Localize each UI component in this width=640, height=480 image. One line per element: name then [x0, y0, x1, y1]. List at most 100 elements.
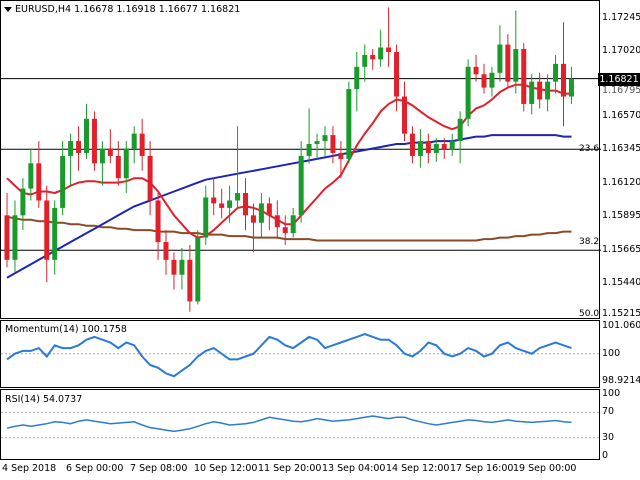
price-chart-svg: [1, 7, 601, 312]
candle-body: [354, 66, 360, 90]
current-price-tag: 1.16821: [598, 73, 640, 86]
candle-body: [505, 44, 511, 82]
candle-body: [561, 63, 566, 97]
candle-body: [155, 200, 161, 243]
candle-body: [235, 193, 241, 201]
candle-body: [187, 259, 193, 302]
candle-body: [433, 144, 439, 153]
candle-body: [290, 215, 296, 234]
momentum-line: [6, 333, 572, 378]
candle-body: [425, 141, 431, 153]
rsi-tick: 70: [602, 406, 615, 417]
time-tick: 10 Sep 12:00: [194, 463, 258, 474]
time-tick: 6 Sep 00:00: [66, 463, 124, 474]
candle-body: [211, 197, 217, 204]
symbol-line: EURUSD,H4 1.16678 1.16918 1.16677 1.1682…: [15, 4, 241, 15]
candle-body: [243, 193, 248, 216]
rsi-pane[interactable]: RSI(14) 54.0737: [0, 389, 601, 460]
candle-body: [68, 141, 74, 156]
time-tick: 14 Sep 12:00: [386, 463, 450, 474]
price-tick: 1.17245: [602, 12, 640, 23]
rsi-tick: 30: [602, 432, 615, 443]
candle-body: [362, 54, 368, 67]
price-chart-pane[interactable]: EURUSD,H4 1.16678 1.16918 1.16677 1.1682…: [0, 0, 601, 319]
candle-body: [568, 78, 574, 97]
candle-body: [28, 163, 34, 189]
candle-body: [258, 203, 264, 223]
candle-body: [386, 47, 392, 52]
candle-body: [179, 259, 185, 275]
momentum-pane[interactable]: Momentum(14) 100.1758: [0, 320, 601, 388]
candle-body: [274, 215, 280, 228]
candle-body: [521, 49, 527, 104]
candle-body: [163, 242, 169, 260]
rsi-label: RSI(14) 54.0737: [5, 394, 83, 405]
candle-body: [76, 141, 82, 153]
rsi-tick: 0: [602, 450, 609, 461]
candle-body: [441, 144, 447, 150]
price-tick: 1.16120: [602, 177, 640, 188]
candle-body: [123, 148, 129, 179]
candle-body: [195, 237, 201, 302]
fib-label-50-0: 50.0: [579, 309, 600, 319]
candle-body: [417, 141, 423, 156]
candle-body: [402, 96, 407, 134]
candle-body: [227, 200, 233, 208]
rsi-tick: 100: [602, 388, 621, 399]
candle-body: [346, 89, 352, 159]
price-tick: 1.16570: [602, 110, 640, 121]
candle-body: [52, 207, 58, 260]
candle-body: [115, 155, 121, 179]
symbol-header: EURUSD,H4 1.16678 1.16918 1.16677 1.1682…: [4, 4, 240, 15]
price-tick: 1.15440: [602, 277, 640, 288]
candle-body: [84, 118, 89, 153]
momentum-svg: [1, 333, 601, 378]
candle-body: [282, 227, 288, 234]
candle-body: [378, 47, 384, 60]
candle-body: [91, 118, 97, 164]
candle-body: [219, 203, 225, 208]
rsi-svg: [1, 411, 601, 439]
candle-body: [465, 66, 471, 119]
candle-body: [409, 133, 415, 156]
price-tick: 1.15215: [602, 308, 640, 319]
candle-body: [250, 215, 256, 223]
time-tick: 13 Sep 04:00: [322, 463, 386, 474]
time-tick: 17 Sep 16:00: [450, 463, 514, 474]
candle-body: [497, 44, 503, 73]
candle-body: [553, 63, 559, 82]
candle-body: [12, 215, 18, 260]
candle-body: [545, 81, 551, 100]
candle-body: [481, 74, 487, 88]
candle-body: [139, 133, 145, 156]
momentum-tick: 98.9214: [602, 375, 640, 386]
momentum-label: Momentum(14) 100.1758: [5, 324, 127, 335]
price-tick: 1.15665: [602, 244, 640, 255]
candle-body: [370, 54, 376, 60]
time-tick: 4 Sep 2018: [2, 463, 57, 474]
candle-body: [338, 152, 344, 159]
time-tick: 19 Sep 00:00: [513, 463, 577, 474]
candle-body: [330, 135, 336, 153]
candle-body: [449, 141, 455, 150]
candle-body: [4, 215, 10, 260]
candle-body: [457, 118, 463, 142]
momentum-tick: 101.0602: [602, 320, 640, 331]
sma-mid-line: [6, 134, 572, 279]
time-tick: 7 Sep 08:00: [130, 463, 188, 474]
candle-body: [298, 155, 304, 216]
candle-body: [306, 144, 312, 156]
price-tick: 1.16795: [602, 85, 640, 96]
candle-body: [473, 66, 479, 75]
candle-body: [131, 133, 137, 149]
candle-body: [107, 148, 113, 156]
candle-body: [44, 200, 50, 260]
candle-body: [529, 81, 535, 104]
sma-slow-line: [6, 215, 572, 242]
candle-body: [171, 259, 177, 275]
candle-body: [322, 135, 328, 142]
momentum-tick: 100: [602, 348, 621, 359]
time-tick: 11 Sep 20:00: [258, 463, 322, 474]
candle-body: [394, 51, 400, 97]
triangle-down-icon: [4, 7, 12, 12]
